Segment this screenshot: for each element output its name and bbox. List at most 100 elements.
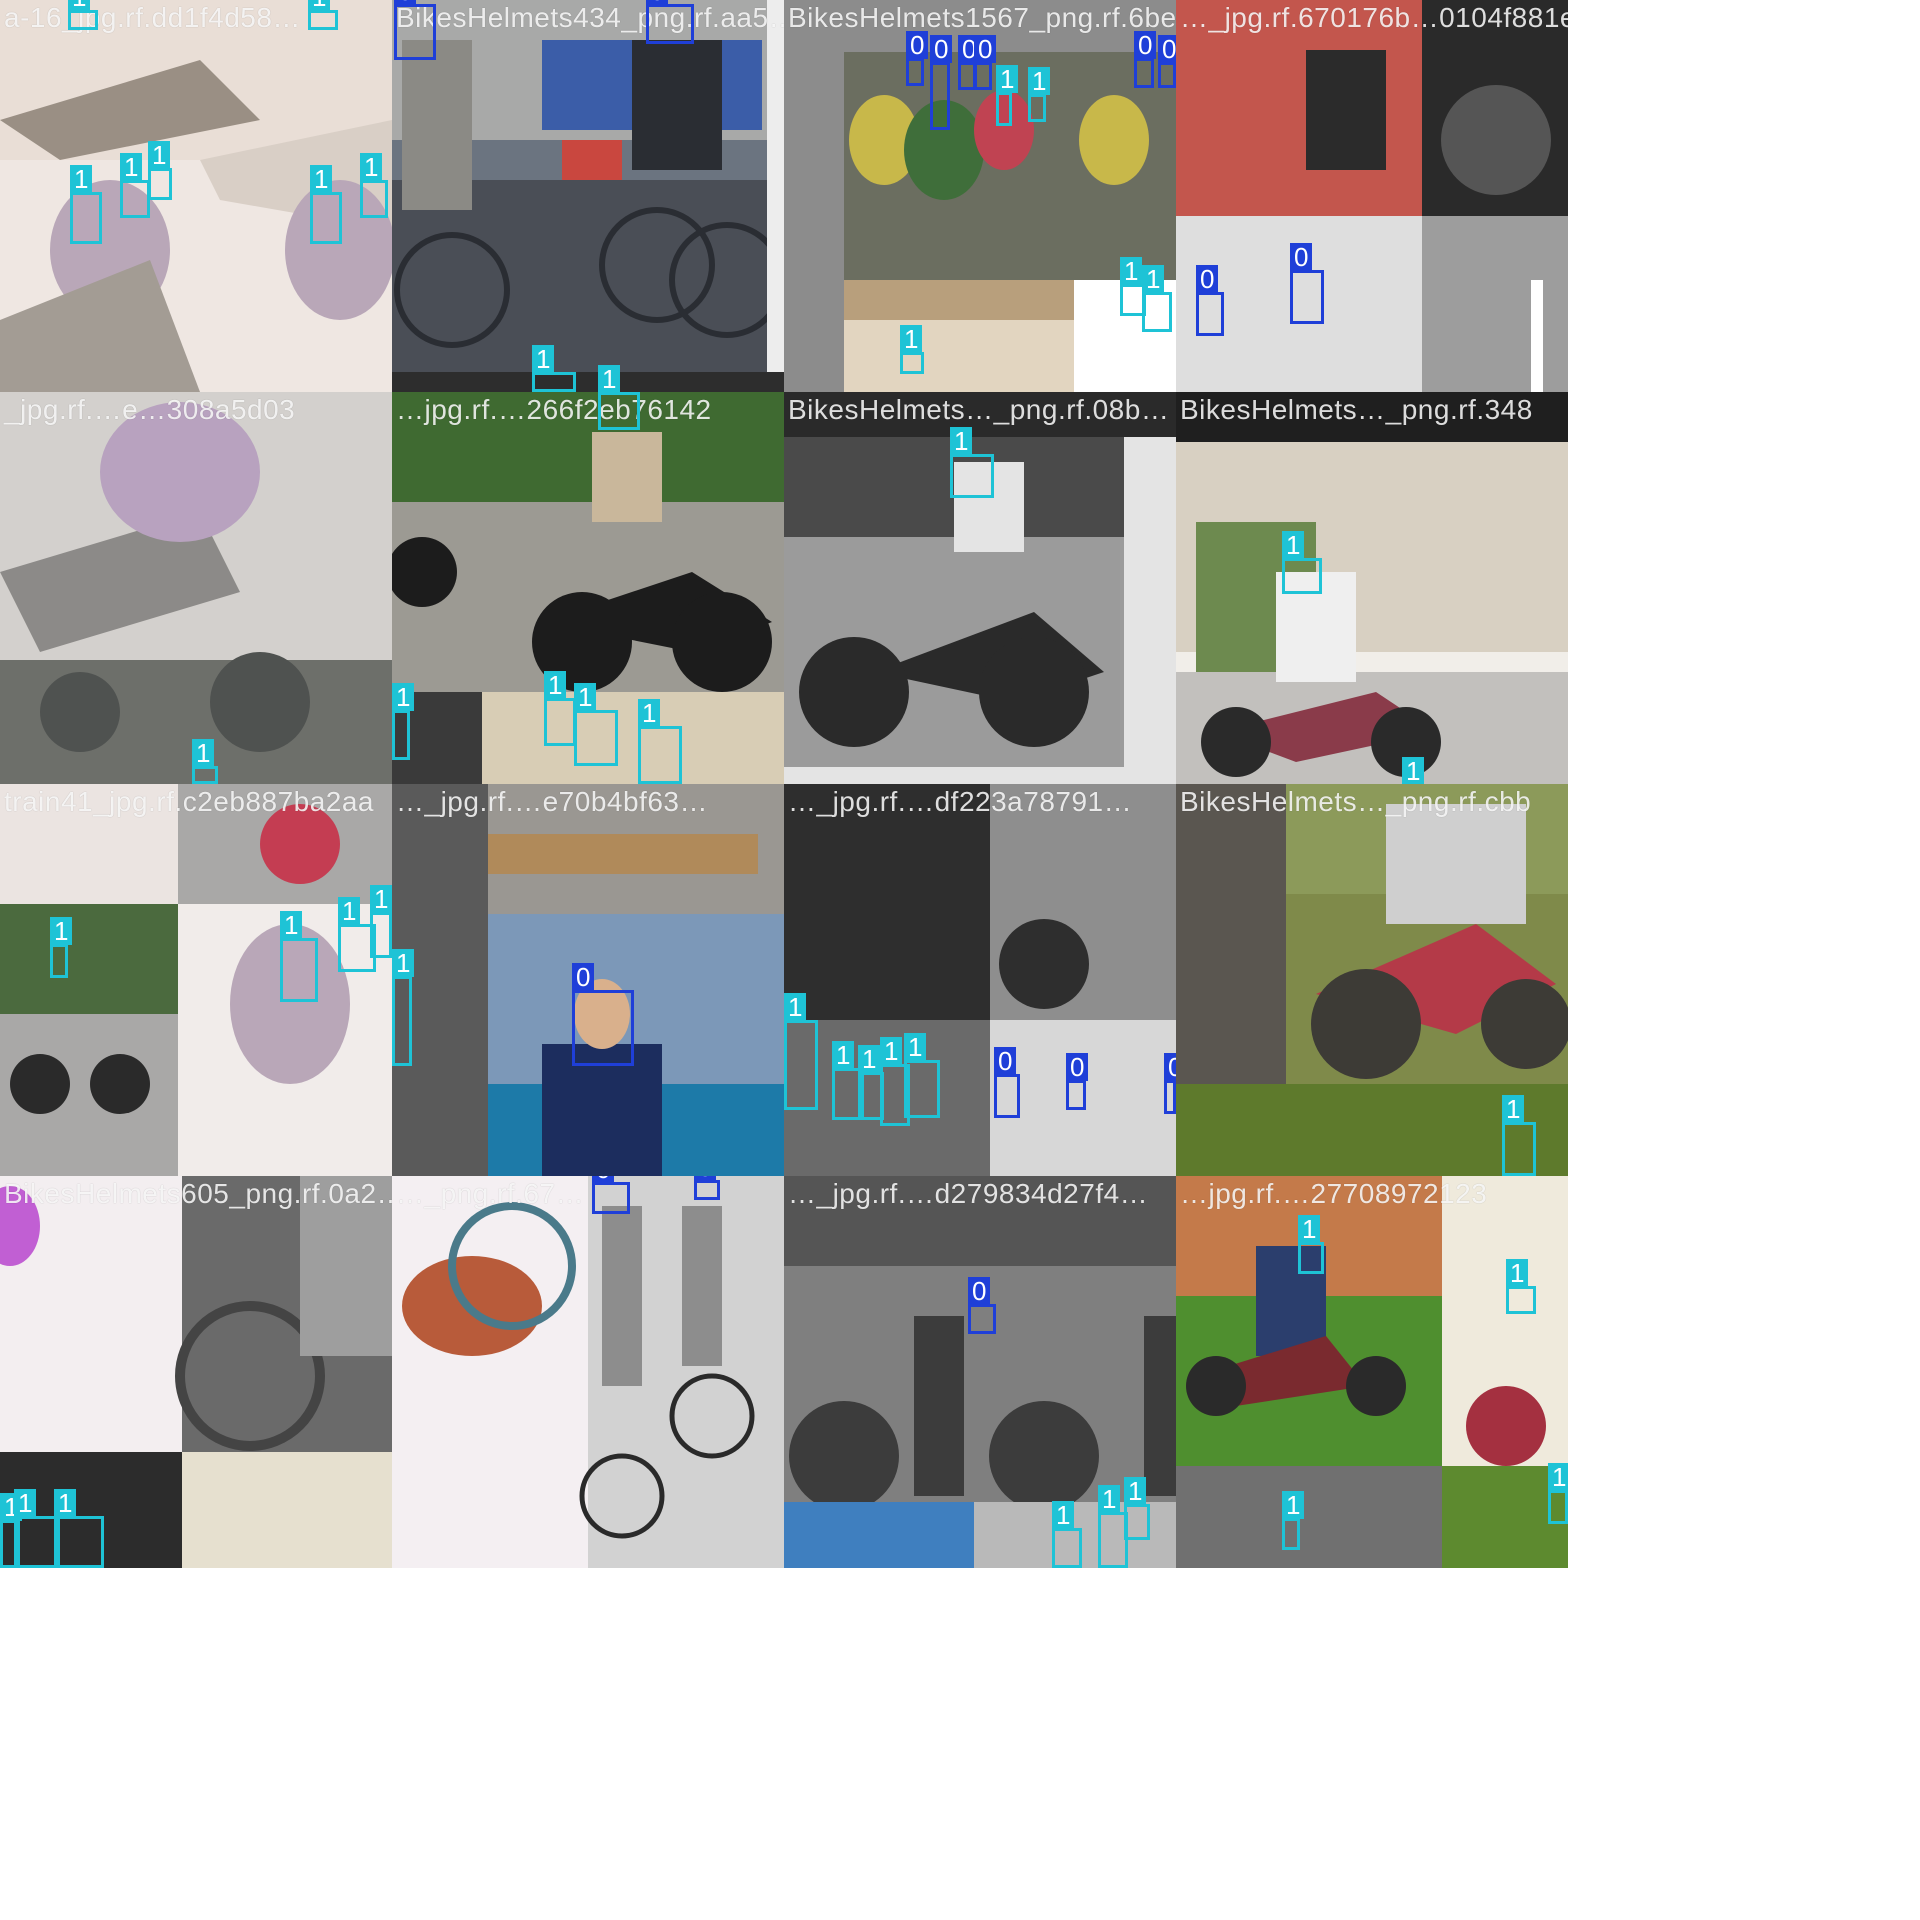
detection-box: 1 — [392, 949, 415, 1066]
detection-label: 0 — [694, 1176, 717, 1181]
detection-box: 1 — [784, 993, 818, 1110]
detection-label: 1 — [50, 917, 73, 945]
detection-label: 1 — [1124, 1477, 1147, 1505]
detection-label: 1 — [532, 345, 555, 373]
detection-label: 1 — [1282, 531, 1305, 559]
detection-label: 1 — [192, 739, 215, 767]
detection-box: 0 — [974, 35, 997, 90]
detection-label: 0 — [646, 0, 669, 5]
detection-box: 1 — [68, 0, 98, 30]
detection-box: 1 — [1506, 1259, 1536, 1314]
detection-label: 0 — [1196, 265, 1219, 293]
detection-box: 0 — [592, 1176, 630, 1214]
detection-label: 1 — [574, 683, 597, 711]
detection-label: 0 — [968, 1277, 991, 1305]
detection-box: 1 — [50, 917, 73, 978]
detection-box: 1 — [1028, 67, 1051, 122]
detection-label: 0 — [930, 35, 953, 63]
detection-label: 1 — [338, 897, 361, 925]
detection-box: 1 — [1548, 1463, 1568, 1524]
detection-label: 1 — [148, 141, 171, 169]
detection-box: 0 — [930, 35, 953, 130]
detection-label: 0 — [1164, 1053, 1176, 1081]
detection-label: 1 — [370, 885, 392, 913]
tile-3: BikesHelmets1567_png.rf.6be… 0 0 0 0 1 1… — [784, 0, 1176, 392]
detection-label: 1 — [1028, 67, 1051, 95]
tile-1-image — [0, 0, 392, 392]
detection-label: 1 — [1548, 1463, 1568, 1491]
detection-box: 1 — [544, 671, 576, 746]
detection-label: 1 — [1282, 1491, 1305, 1519]
tile-11: …_jpg.rf.…df223a78791… 1 1 1 1 1 0 0 0 — [784, 784, 1176, 1176]
detection-box: 1 — [360, 153, 388, 218]
detection-label: 1 — [308, 0, 331, 11]
detection-box: 1 — [308, 0, 338, 30]
tile-14-image — [392, 1176, 784, 1568]
detection-label: 1 — [310, 165, 333, 193]
tile-11-image — [784, 784, 1176, 1176]
detection-box: 1 — [996, 65, 1019, 126]
detection-box: 1 — [1282, 531, 1322, 594]
detection-label: 0 — [974, 35, 997, 63]
tile-4-image — [1176, 0, 1568, 392]
detection-label: 1 — [360, 153, 383, 181]
tile-8-image — [1176, 392, 1568, 784]
detection-box: 1 — [574, 683, 618, 766]
detection-label: 0 — [592, 1176, 615, 1183]
detection-mosaic: a-16_jpg.rf.dd1f4d58… 1 1 1 1 1 1 1 Bike… — [0, 0, 1568, 1568]
detection-box: 0 — [1134, 31, 1157, 88]
tile-7: BikesHelmets…_png.rf.08b… 1 — [784, 392, 1176, 784]
detection-box: 1 — [1298, 1215, 1324, 1274]
detection-label: 1 — [544, 671, 567, 699]
detection-label: 0 — [906, 31, 929, 59]
tile-9-image — [0, 784, 392, 1176]
detection-box: 0 — [1290, 243, 1324, 324]
detection-box: 1 — [598, 392, 640, 430]
detection-label: 1 — [54, 1489, 77, 1517]
detection-label: 1 — [1502, 1095, 1525, 1123]
detection-label: 1 — [1120, 257, 1143, 285]
detection-label: 1 — [1402, 757, 1425, 784]
detection-box: 1 — [1282, 1491, 1305, 1550]
detection-label: 1 — [14, 1489, 37, 1517]
detection-box: 1 — [1124, 1477, 1150, 1540]
tile-2-image — [392, 0, 784, 392]
detection-box: 1 — [832, 1041, 864, 1120]
detection-label: 0 — [1066, 1053, 1089, 1081]
detection-box: 1 — [638, 699, 682, 784]
detection-label: 1 — [120, 153, 143, 181]
tile-6: …jpg.rf.…266f2eb76142 1 1 1 1 1 — [392, 392, 784, 784]
detection-box: 1 — [392, 683, 415, 760]
tile-13: BikesHelmets605_png.rf.0a2… 1 1 1 — [0, 1176, 392, 1568]
detection-box: 1 — [338, 897, 376, 972]
detection-box: 1 — [1052, 1501, 1082, 1568]
detection-label: 1 — [996, 65, 1019, 93]
detection-label: 0 — [1290, 243, 1313, 271]
detection-box: 1 — [148, 141, 172, 200]
detection-label: 1 — [1506, 1259, 1529, 1287]
detection-box: 0 — [646, 0, 694, 44]
detection-label: 0 — [994, 1047, 1017, 1075]
detection-box: 0 — [1196, 265, 1224, 336]
detection-label: 1 — [784, 993, 807, 1021]
detection-label: 1 — [1098, 1485, 1121, 1513]
detection-box: 0 — [572, 963, 634, 1066]
tile-4: …_jpg.rf.670176b…0104f881e 0 0 — [1176, 0, 1568, 392]
tile-10-image — [392, 784, 784, 1176]
detection-box: 0 — [968, 1277, 996, 1334]
detection-box: 1 — [70, 165, 102, 244]
detection-label: 1 — [900, 325, 923, 353]
detection-label: 1 — [68, 0, 91, 11]
detection-box: 1 — [1502, 1095, 1536, 1176]
detection-label: 1 — [598, 392, 621, 393]
detection-label: 1 — [1298, 1215, 1321, 1243]
tile-7-image — [784, 392, 1176, 784]
detection-label: 0 — [572, 963, 595, 991]
detection-box: 1 — [370, 885, 392, 958]
detection-box: 0 — [694, 1176, 720, 1200]
detection-label: 1 — [832, 1041, 855, 1069]
detection-box: 1 — [532, 345, 576, 392]
detection-box: 1 — [14, 1489, 60, 1568]
detection-label: 0 — [1134, 31, 1157, 59]
detection-label: 1 — [904, 1033, 927, 1061]
